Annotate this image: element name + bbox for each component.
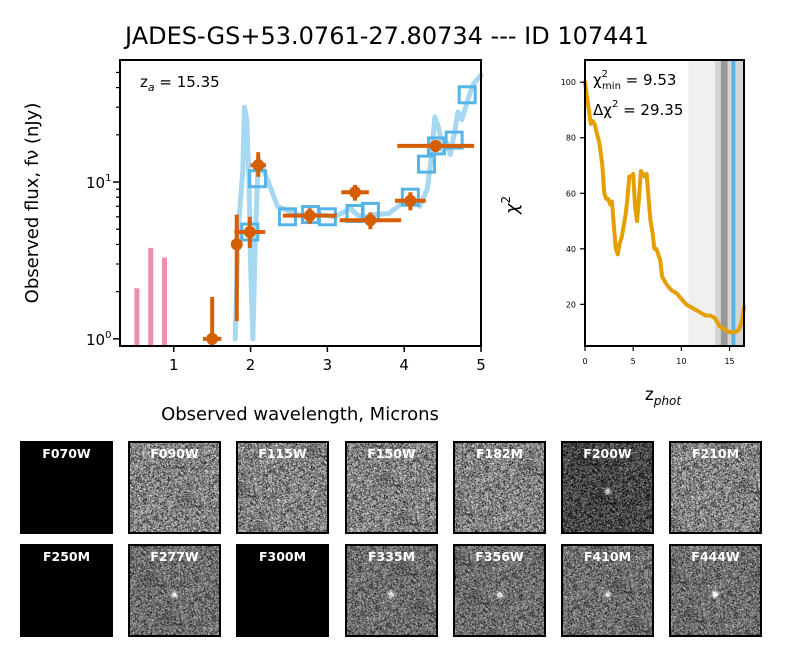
- stamp-image: [455, 443, 544, 532]
- stamp-filter-label: F070W: [42, 446, 91, 461]
- filter-stamp: F090W: [128, 441, 221, 534]
- chi2-x-axis-label: zphot: [645, 385, 683, 408]
- delta-chi2-annotation: Δχ2 = 29.35: [593, 99, 683, 119]
- model-sed-line: [232, 72, 484, 342]
- filter-stamp: F070W: [20, 441, 113, 534]
- stamp-image: [130, 443, 219, 532]
- chi2-x-tick-label: 15: [724, 357, 734, 366]
- chi2-x-tick-label: 10: [676, 357, 686, 366]
- stamp-filter-label: F410M: [583, 549, 632, 564]
- stamp-image: [455, 546, 544, 635]
- chi2-plot-area: [583, 60, 746, 346]
- model-photometry-square: [416, 154, 436, 174]
- stamp-image: [671, 443, 760, 532]
- sed-plot-area: [134, 72, 484, 346]
- filter-stamp: F150W: [345, 441, 438, 534]
- sed-panel: 1 2 3 4 5 100 101 za = 15.35 Observed waveleng…: [22, 59, 486, 425]
- stamp-image: [347, 546, 436, 635]
- chi2-ticks: 0 5 10 15 20 40 60 80 100: [561, 78, 735, 366]
- chi2-y-axis-label: χ2: [499, 196, 523, 215]
- sed-x-tick-label: 2: [246, 356, 256, 374]
- filter-stamp: F182M: [453, 441, 546, 534]
- chi2-axes-frame: [584, 59, 745, 347]
- stamp-filter-label: F277W: [150, 549, 199, 564]
- chi2-x-tick-label: 0: [582, 357, 587, 366]
- filter-stamp: F444W: [669, 544, 762, 637]
- filter-stamp: F250M: [20, 544, 113, 637]
- chi2-curve: [583, 80, 746, 335]
- observed-flux-point: [206, 332, 219, 345]
- sed-y-tick-label: 100: [86, 330, 111, 349]
- observed-flux-point: [243, 226, 256, 239]
- stamp-filter-label: F200W: [583, 446, 632, 461]
- stamp-filter-label: F115W: [258, 446, 307, 461]
- stamp-filter-label: F250M: [42, 549, 91, 564]
- stamp-filter-label: F210M: [691, 446, 740, 461]
- stamp-image: [563, 443, 652, 532]
- filter-stamp: F200W: [561, 441, 654, 534]
- stamp-filter-label: F182M: [475, 446, 524, 461]
- filter-stamp: F277W: [128, 544, 221, 637]
- observed-flux-point: [230, 238, 243, 251]
- chi2-y-tick-label: 100: [561, 78, 576, 87]
- stamp-filter-label: F335M: [367, 549, 416, 564]
- sed-x-axis-label: Observed wavelength, Microns: [161, 404, 439, 425]
- redshift-confidence-band: [731, 60, 736, 346]
- stamp-image: [238, 443, 327, 532]
- stamp-image: [563, 546, 652, 635]
- filter-stamp: F210M: [669, 441, 762, 534]
- filter-stamp: F300M: [236, 544, 329, 637]
- redshift-annotation: za = 15.35: [140, 73, 220, 94]
- stamp-image: [347, 443, 436, 532]
- stamp-filter-label: F300M: [258, 549, 307, 564]
- model-photometry-square: [457, 85, 477, 105]
- filter-stamp: F115W: [236, 441, 329, 534]
- sed-x-tick-label: 1: [169, 356, 179, 374]
- figure-title: JADES-GS+53.0761-27.80734 --- ID 107441: [123, 22, 649, 50]
- stamp-image: [130, 546, 219, 635]
- chi2-y-tick-label: 40: [566, 245, 576, 254]
- redshift-confidence-band: [720, 60, 728, 346]
- chi2-min-annotation: χ2 min = 9.53: [593, 69, 676, 92]
- stamp-filter-label: F150W: [367, 446, 416, 461]
- chi2-y-tick-label: 20: [566, 300, 576, 309]
- redshift-confidence-band: [715, 60, 744, 346]
- chi2-y-tick-label: 60: [566, 189, 576, 198]
- observed-flux-point: [252, 159, 265, 172]
- filter-stamp: F410M: [561, 544, 654, 637]
- stamp-filter-label: F090W: [150, 446, 199, 461]
- observed-flux-point: [349, 186, 362, 199]
- chi2-y-tick-label: 80: [566, 134, 576, 143]
- filter-stamp: F356W: [453, 544, 546, 637]
- sed-x-tick-label: 3: [323, 356, 333, 374]
- chi2-panel: 0 5 10 15 20 40 60 80 100 χ2 min = 9.53 Δχ2 = 29.…: [499, 59, 746, 408]
- stamp-filter-label: F444W: [691, 549, 740, 564]
- stamp-image: [671, 546, 760, 635]
- observed-flux-point: [404, 194, 417, 207]
- sed-ticks: 1 2 3 4 5 100 101: [86, 71, 486, 374]
- filter-stamp: F335M: [345, 544, 438, 637]
- observed-flux-point: [429, 139, 442, 152]
- observed-flux-point: [303, 209, 316, 222]
- sed-x-tick-label: 5: [476, 356, 486, 374]
- stamp-filter-label: F356W: [475, 549, 524, 564]
- sed-y-tick-label: 101: [86, 173, 111, 192]
- sed-axes-frame: [119, 59, 482, 347]
- chi2-x-tick-label: 5: [631, 357, 636, 366]
- model-photometry-square: [444, 130, 464, 150]
- sed-x-tick-label: 4: [399, 356, 409, 374]
- observed-flux-point: [364, 214, 377, 227]
- sed-y-axis-label: Observed flux, fν (nJy): [22, 103, 43, 304]
